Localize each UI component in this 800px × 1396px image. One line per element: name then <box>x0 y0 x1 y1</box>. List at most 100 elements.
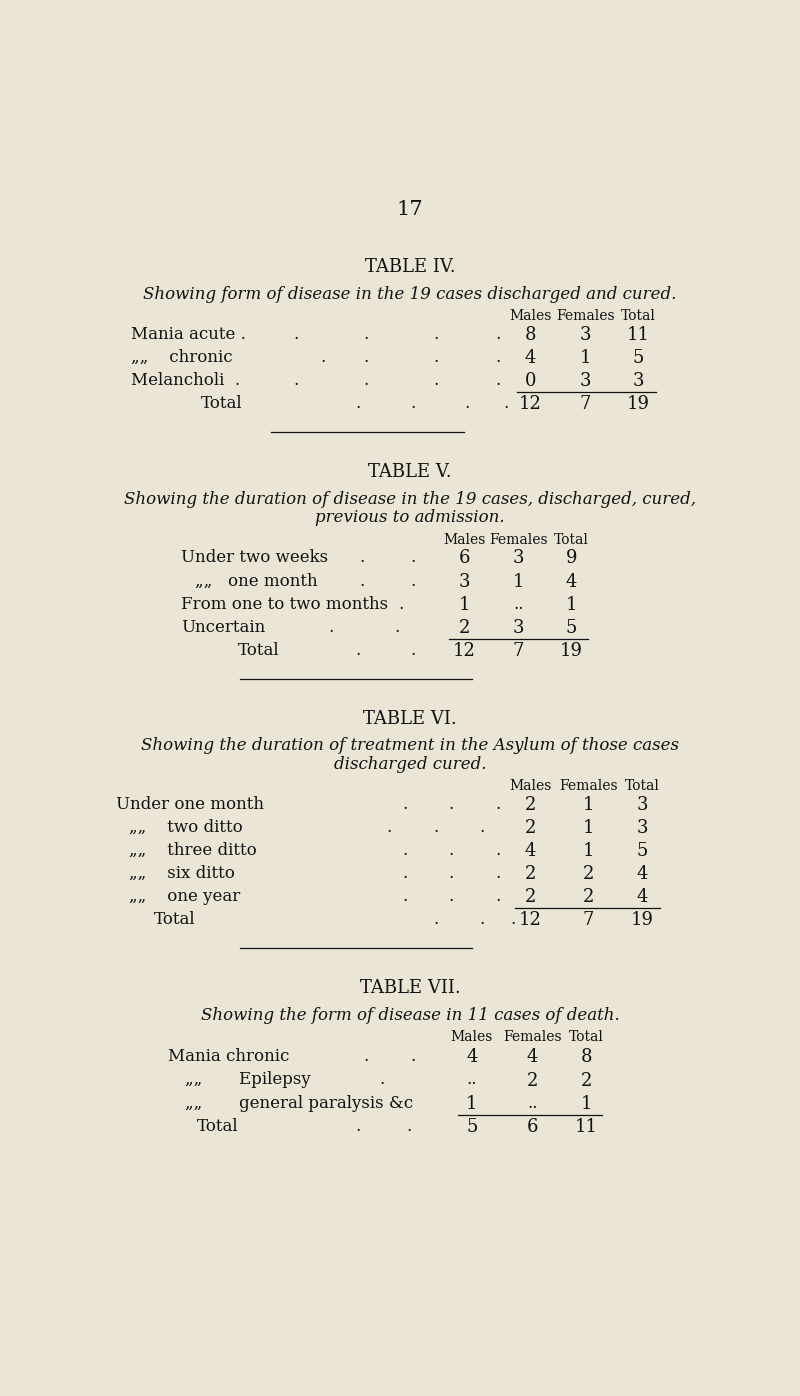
Text: .: . <box>363 1048 369 1065</box>
Text: 19: 19 <box>627 395 650 413</box>
Text: 2: 2 <box>582 866 594 884</box>
Text: „„       general paralysis &c: „„ general paralysis &c <box>186 1094 414 1111</box>
Text: Total: Total <box>197 1118 238 1135</box>
Text: 3: 3 <box>633 373 644 391</box>
Text: .: . <box>495 349 501 366</box>
Text: .: . <box>434 373 438 389</box>
Text: 2: 2 <box>525 796 536 814</box>
Text: .: . <box>510 912 516 928</box>
Text: 5: 5 <box>466 1118 478 1136</box>
Text: .: . <box>402 796 407 812</box>
Text: 12: 12 <box>518 395 542 413</box>
Text: .: . <box>329 618 334 635</box>
Text: .: . <box>503 395 508 412</box>
Text: Total: Total <box>621 309 656 324</box>
Text: .: . <box>434 819 438 836</box>
Text: 4: 4 <box>525 842 536 860</box>
Text: Under two weeks: Under two weeks <box>182 550 329 567</box>
Text: .: . <box>495 796 501 812</box>
Text: .: . <box>398 596 404 613</box>
Text: .: . <box>464 395 470 412</box>
Text: 2: 2 <box>525 819 536 838</box>
Text: Showing form of disease in the 19 cases discharged and cured.: Showing form of disease in the 19 cases … <box>143 286 677 303</box>
Text: Males: Males <box>509 779 551 793</box>
Text: .: . <box>363 349 369 366</box>
Text: Females: Females <box>556 309 614 324</box>
Text: .: . <box>410 550 415 567</box>
Text: 3: 3 <box>579 373 591 391</box>
Text: .: . <box>402 888 407 905</box>
Text: 1: 1 <box>566 596 577 614</box>
Text: 7: 7 <box>513 642 524 660</box>
Text: .: . <box>495 327 501 343</box>
Text: .: . <box>394 618 400 635</box>
Text: 11: 11 <box>575 1118 598 1136</box>
Text: 1: 1 <box>582 842 594 860</box>
Text: 3: 3 <box>513 618 524 637</box>
Text: discharged cured.: discharged cured. <box>334 755 486 773</box>
Text: 4: 4 <box>466 1048 478 1067</box>
Text: Total: Total <box>625 779 660 793</box>
Text: 1: 1 <box>582 796 594 814</box>
Text: 2: 2 <box>458 618 470 637</box>
Text: Melancholi  .: Melancholi . <box>131 373 240 389</box>
Text: .: . <box>449 866 454 882</box>
Text: 19: 19 <box>560 642 582 660</box>
Text: previous to admission.: previous to admission. <box>315 510 505 526</box>
Text: .: . <box>410 642 415 659</box>
Text: „„   one month: „„ one month <box>194 572 317 589</box>
Text: .: . <box>360 572 365 589</box>
Text: „„    three ditto: „„ three ditto <box>130 842 258 859</box>
Text: .: . <box>434 349 438 366</box>
Text: .: . <box>495 866 501 882</box>
Text: 6: 6 <box>458 550 470 567</box>
Text: .: . <box>410 395 415 412</box>
Text: .: . <box>434 912 438 928</box>
Text: .: . <box>363 327 369 343</box>
Text: 4: 4 <box>526 1048 538 1067</box>
Text: Males: Males <box>509 309 551 324</box>
Text: „„    six ditto: „„ six ditto <box>130 866 235 882</box>
Text: 2: 2 <box>525 866 536 884</box>
Text: Total: Total <box>238 642 279 659</box>
Text: .: . <box>379 1072 384 1089</box>
Text: 11: 11 <box>627 327 650 345</box>
Text: „„    two ditto: „„ two ditto <box>130 819 243 836</box>
Text: 2: 2 <box>582 888 594 906</box>
Text: 2: 2 <box>526 1072 538 1089</box>
Text: Males: Males <box>451 1030 493 1044</box>
Text: Total: Total <box>554 532 589 546</box>
Text: .: . <box>402 866 407 882</box>
Text: .: . <box>360 550 365 567</box>
Text: 3: 3 <box>637 796 648 814</box>
Text: 8: 8 <box>524 327 536 345</box>
Text: 3: 3 <box>579 327 591 345</box>
Text: TABLE V.: TABLE V. <box>368 463 452 482</box>
Text: 1: 1 <box>458 596 470 614</box>
Text: 4: 4 <box>525 349 536 367</box>
Text: „„    chronic: „„ chronic <box>131 349 233 366</box>
Text: 0: 0 <box>524 373 536 391</box>
Text: 5: 5 <box>637 842 648 860</box>
Text: 3: 3 <box>637 819 648 838</box>
Text: ..: .. <box>527 1094 538 1111</box>
Text: .: . <box>356 395 361 412</box>
Text: .: . <box>356 1118 361 1135</box>
Text: 5: 5 <box>566 618 577 637</box>
Text: 7: 7 <box>579 395 591 413</box>
Text: .: . <box>294 327 299 343</box>
Text: 1: 1 <box>581 1094 593 1113</box>
Text: .: . <box>356 642 361 659</box>
Text: .: . <box>480 912 485 928</box>
Text: Mania chronic: Mania chronic <box>168 1048 290 1065</box>
Text: Total: Total <box>201 395 242 412</box>
Text: Showing the duration of disease in the 19 cases, discharged, cured,: Showing the duration of disease in the 1… <box>124 491 696 508</box>
Text: Females: Females <box>559 779 618 793</box>
Text: 9: 9 <box>566 550 577 567</box>
Text: .: . <box>363 373 369 389</box>
Text: Uncertain: Uncertain <box>182 618 266 635</box>
Text: 17: 17 <box>397 200 423 219</box>
Text: TABLE VII.: TABLE VII. <box>360 979 460 997</box>
Text: 6: 6 <box>526 1118 538 1136</box>
Text: Showing the duration of treatment in the Asylum of those cases: Showing the duration of treatment in the… <box>141 737 679 754</box>
